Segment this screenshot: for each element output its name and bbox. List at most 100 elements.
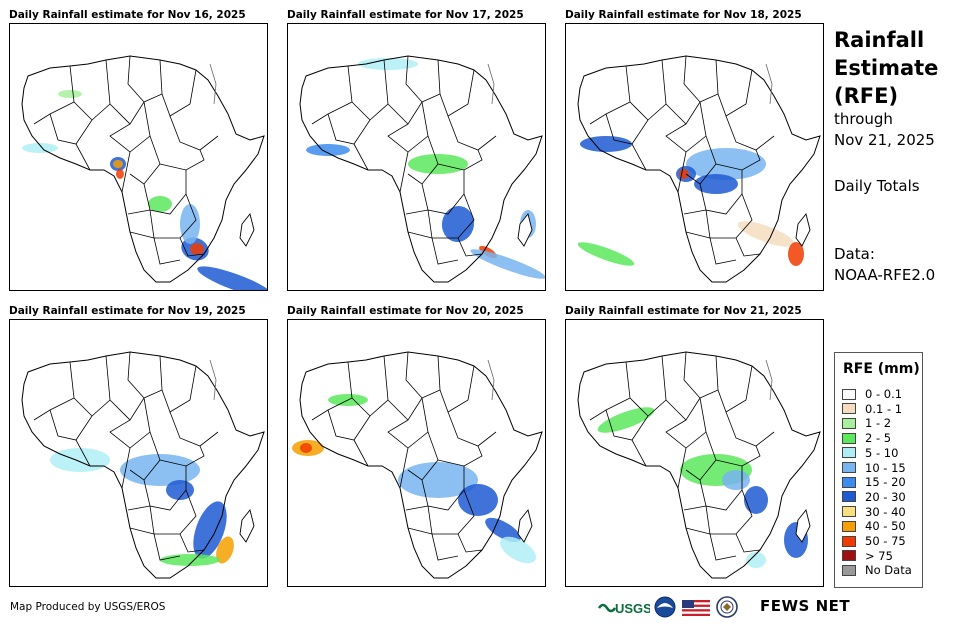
legend-item: 5 - 10 xyxy=(842,446,898,460)
country-border xyxy=(709,533,737,561)
map-panel-nov16: Daily Rainfall estimate for Nov 16, 2025 xyxy=(9,9,269,293)
country-border xyxy=(735,237,761,257)
country-border xyxy=(327,113,371,145)
country-border xyxy=(159,445,205,467)
rainfall-area xyxy=(180,204,200,244)
rainfall-area xyxy=(116,169,124,179)
country-border xyxy=(327,409,371,441)
panel-title: Daily Rainfall estimate for Nov 16, 2025 xyxy=(9,9,246,21)
legend-label: 1 - 2 xyxy=(865,416,892,431)
rainfall-area xyxy=(166,480,194,500)
country-border xyxy=(715,149,761,171)
country-border xyxy=(405,209,429,215)
rainfall-area xyxy=(216,536,234,564)
legend-item: 0.1 - 1 xyxy=(842,402,902,416)
rainfall-area xyxy=(485,517,521,543)
state-seal-icon xyxy=(716,596,738,622)
country-border xyxy=(629,59,667,121)
rainfall-area xyxy=(499,536,537,564)
country-border xyxy=(127,209,151,215)
country-border xyxy=(457,533,483,553)
country-border xyxy=(169,115,219,151)
country-border xyxy=(685,431,717,481)
madagascar xyxy=(239,509,255,543)
panel-title: Daily Rainfall estimate for Nov 20, 2025 xyxy=(287,305,524,317)
country-border xyxy=(431,533,459,561)
legend-item: 0 - 0.1 xyxy=(842,387,902,401)
madagascar xyxy=(517,509,533,543)
legend-item: 10 - 15 xyxy=(842,461,906,475)
country-border xyxy=(153,533,181,561)
country-border xyxy=(33,361,75,421)
legend-swatch xyxy=(842,462,856,473)
legend-label: 15 - 20 xyxy=(865,475,906,490)
country-border xyxy=(75,143,91,171)
country-border xyxy=(121,447,131,489)
legend-title: RFE (mm) xyxy=(843,361,920,377)
nile-river xyxy=(209,359,217,401)
africa-landmass xyxy=(22,56,264,282)
country-border xyxy=(699,466,743,511)
country-border xyxy=(683,505,707,511)
country-border xyxy=(407,135,439,185)
country-border xyxy=(407,431,439,481)
nile-river xyxy=(765,63,773,105)
legend-item: 40 - 50 xyxy=(842,519,906,533)
country-border xyxy=(589,65,631,125)
legend-item: 50 - 75 xyxy=(842,534,906,548)
country-border xyxy=(159,149,205,171)
country-border xyxy=(75,439,91,467)
country-border xyxy=(631,143,647,171)
africa-coastline xyxy=(299,351,543,579)
legend-label: 0.1 - 1 xyxy=(865,401,903,416)
country-border xyxy=(353,439,369,467)
country-border xyxy=(353,143,369,171)
country-border xyxy=(129,135,161,185)
country-border xyxy=(735,533,761,553)
country-border xyxy=(399,151,409,193)
country-border xyxy=(685,231,711,239)
panel-title: Daily Rainfall estimate for Nov 21, 2025 xyxy=(565,305,802,317)
africa-coastline xyxy=(21,351,265,579)
rainfall-area xyxy=(190,243,204,255)
country-border xyxy=(129,527,155,535)
legend-label: 50 - 75 xyxy=(865,534,906,548)
legend-swatch xyxy=(842,535,856,547)
legend-swatch xyxy=(842,403,856,415)
legend-item: 20 - 30 xyxy=(842,490,906,504)
country-border xyxy=(437,149,483,171)
rainfall-map xyxy=(565,319,824,587)
country-border xyxy=(351,59,389,121)
legend-label: 0 - 0.1 xyxy=(865,387,903,401)
rainfall-map xyxy=(565,23,824,291)
country-border xyxy=(725,411,775,447)
legend-label: > 75 xyxy=(865,548,893,563)
country-border xyxy=(33,65,75,125)
country-border xyxy=(49,113,93,145)
data-label: Data: xyxy=(834,245,875,263)
legend-swatch xyxy=(842,447,856,459)
rainfall-area xyxy=(193,501,227,559)
country-border xyxy=(715,445,761,467)
rainfall-area xyxy=(577,242,635,266)
legend-swatch xyxy=(842,432,856,444)
country-border xyxy=(457,237,483,257)
rainfall-area xyxy=(113,160,123,168)
legend-swatch xyxy=(842,476,856,488)
legend-item: 2 - 5 xyxy=(842,431,891,445)
panel-title: Daily Rainfall estimate for Nov 19, 2025 xyxy=(9,305,246,317)
country-border xyxy=(605,409,649,441)
legend-swatch xyxy=(842,520,856,532)
data-source: NOAA-RFE2.0 xyxy=(834,266,936,284)
totals-label: Daily Totals xyxy=(834,177,920,195)
country-border xyxy=(179,533,205,553)
panel-title: Daily Rainfall estimate for Nov 17, 2025 xyxy=(287,9,524,21)
country-border xyxy=(49,409,93,441)
country-border xyxy=(73,355,111,417)
map-panel-nov17: Daily Rainfall estimate for Nov 17, 2025 xyxy=(287,9,547,293)
madagascar xyxy=(517,213,533,247)
country-border xyxy=(629,355,667,417)
rainfall-area xyxy=(746,552,766,568)
madagascar xyxy=(795,213,811,247)
